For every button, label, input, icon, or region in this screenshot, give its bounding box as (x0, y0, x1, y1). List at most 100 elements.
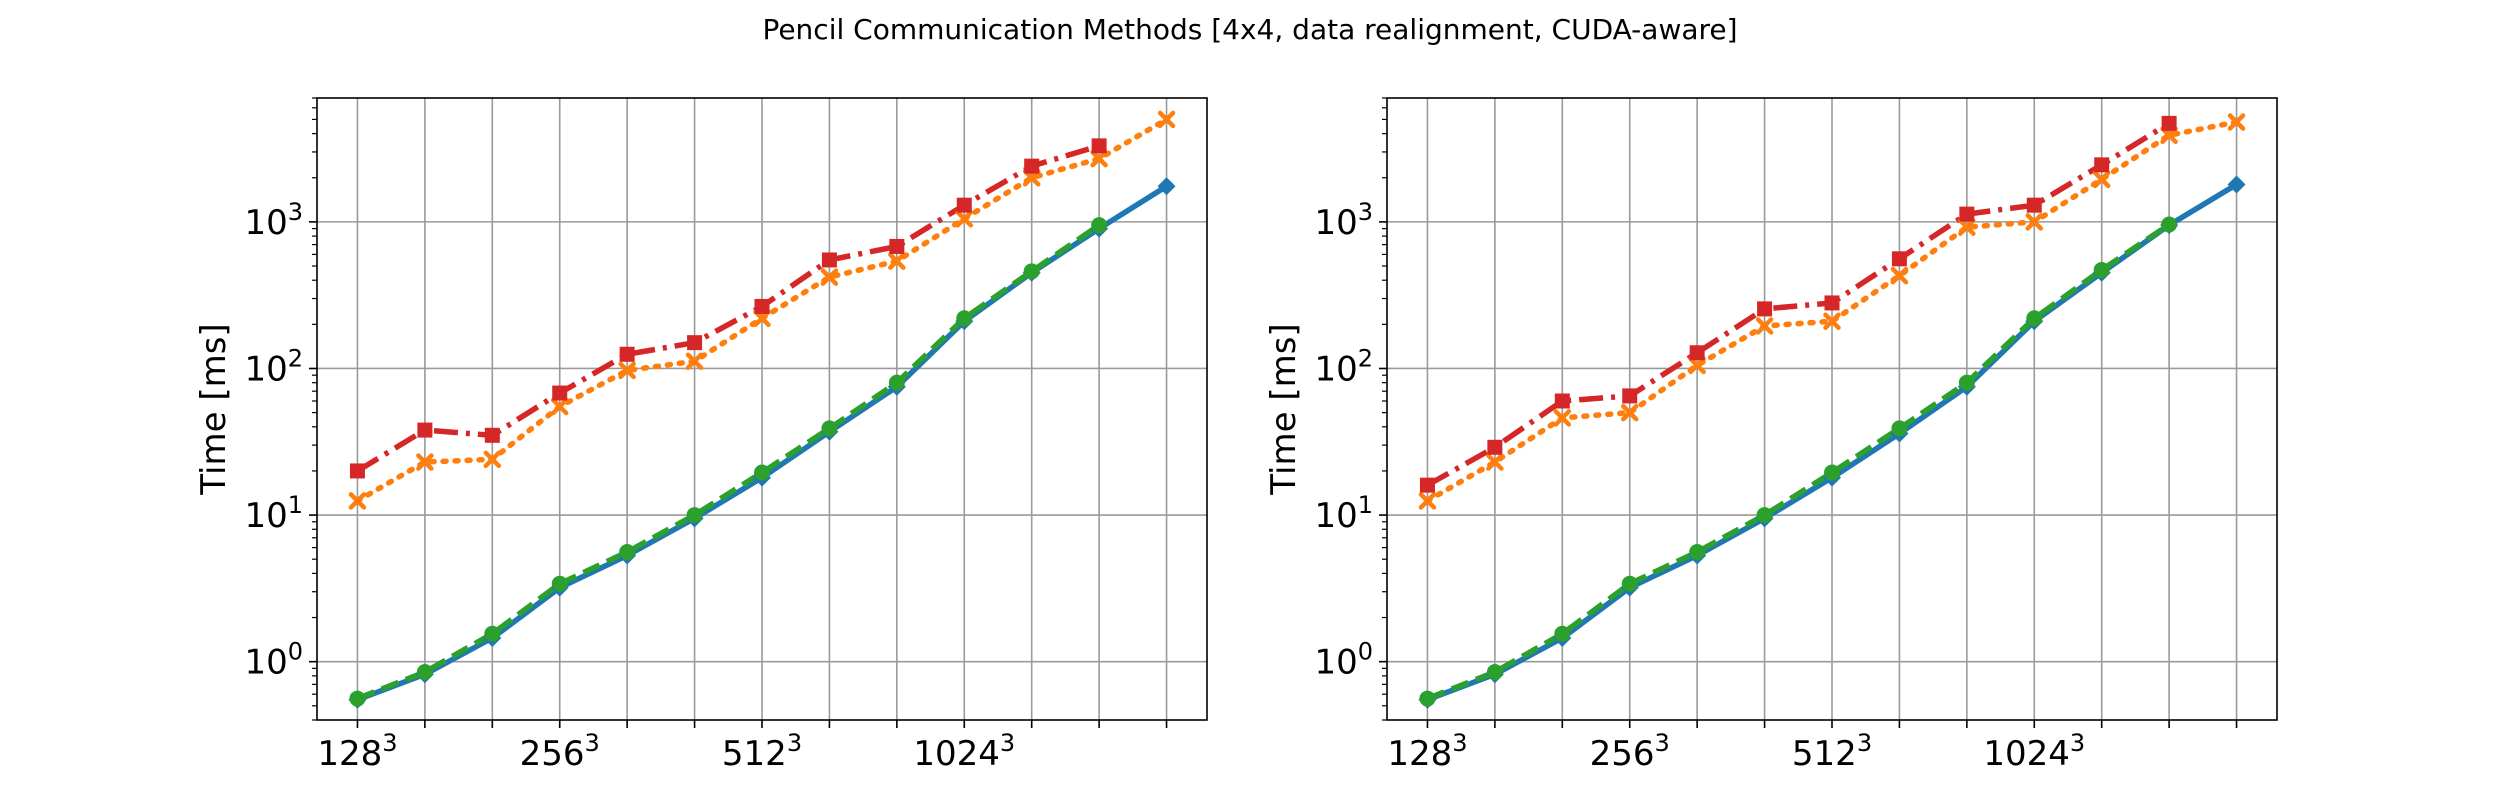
series-3-marker (1824, 295, 1840, 311)
x-tick-label: 2563 (1590, 729, 1670, 774)
series-1-marker (1486, 453, 1504, 471)
series-line-2 (1426, 222, 2171, 702)
series-2-marker (1091, 217, 1108, 234)
series-2-marker (686, 507, 703, 524)
x-tick-label: 1283 (1387, 729, 1467, 774)
series-1-marker (1418, 492, 1437, 510)
series-2-marker (1621, 575, 1638, 592)
series-2-marker (1891, 420, 1908, 437)
series-2-marker (1958, 374, 1975, 391)
series-2-marker (754, 464, 770, 481)
series-2-marker (2026, 310, 2043, 327)
series-2-marker (956, 310, 973, 327)
series-2-marker (821, 420, 838, 437)
series-3-marker (1091, 138, 1107, 154)
series-1-marker (2025, 213, 2044, 231)
x-tick-label: 10243 (1983, 729, 2085, 774)
series-line-3 (356, 143, 1100, 474)
series-3-marker (956, 197, 972, 213)
series-0-marker (2227, 175, 2246, 194)
series-3-marker (1024, 158, 1040, 174)
y-tick-label: 103 (1314, 198, 1373, 243)
series-1-marker (2092, 170, 2111, 189)
y-tick-label: 100 (244, 638, 303, 683)
series-1-marker (1157, 110, 1176, 129)
series-2-marker (888, 374, 905, 391)
series-1-marker (1755, 317, 1774, 335)
series-2-marker (349, 690, 366, 707)
series-3-marker (484, 427, 500, 443)
series-1-marker (1553, 409, 1572, 427)
series-3-marker (754, 298, 770, 314)
series-1-marker (1620, 403, 1639, 422)
series-1-marker (1823, 312, 1841, 330)
series-3-marker (1689, 345, 1705, 361)
series-2-marker (619, 543, 636, 560)
series-3-marker (2026, 197, 2042, 213)
series-1-marker (2227, 113, 2246, 131)
series-3-marker (1622, 388, 1638, 404)
series-3-marker (349, 463, 365, 479)
series-1-marker (550, 397, 569, 416)
series-2-marker (1554, 625, 1571, 642)
x-tick-label: 2563 (520, 729, 600, 774)
series-2-marker (1419, 690, 1436, 707)
series-line-2 (356, 222, 1101, 702)
series-3-marker (1554, 393, 1570, 409)
series-3-marker (2094, 157, 2110, 173)
series-3-marker (889, 238, 905, 254)
series-line-3 (1426, 121, 2171, 488)
series-0-marker (1157, 177, 1176, 196)
series-3-marker (619, 346, 635, 362)
series-1-marker (1958, 218, 1976, 236)
series-1-marker (2160, 126, 2178, 144)
series-3-marker (552, 385, 568, 401)
series-2-marker (1486, 664, 1503, 681)
series-1-marker (348, 492, 367, 510)
series-2-marker (484, 625, 501, 642)
series-1-marker (888, 252, 906, 270)
series-1-marker (753, 309, 771, 328)
chart-panel-left: 100 101 102 103 1283 2563 5123 10243 Time [ms] (194, 97, 1208, 774)
y-axis-label: Time [ms] (1264, 323, 1304, 495)
series-3-marker (2161, 115, 2177, 131)
series-1-marker (416, 453, 434, 471)
series-2-marker (2161, 216, 2178, 233)
figure-title: Pencil Communication Methods [4x4, data … (762, 13, 1737, 46)
series-1-marker (483, 450, 502, 469)
series-3-marker (687, 335, 703, 351)
series-2-marker (416, 664, 433, 681)
series-2-marker (1023, 263, 1040, 280)
x-tick-label: 5123 (1792, 729, 1872, 774)
series-1-marker (955, 210, 974, 228)
y-tick-label: 101 (1314, 491, 1373, 536)
y-tick-label: 100 (1314, 638, 1373, 683)
series-3-marker (1959, 206, 1975, 222)
series-2-marker (1689, 543, 1706, 560)
series-1-marker (820, 268, 839, 286)
series-3-marker (1419, 477, 1435, 493)
series-1-marker (1090, 149, 1108, 168)
y-tick-label: 103 (244, 198, 303, 243)
x-tick-label: 1283 (317, 729, 397, 774)
chart-panel-right: 100 101 102 103 1283 2563 5123 10243 Time [ms] (1264, 97, 2278, 774)
series-1-marker (618, 361, 636, 380)
series-3-marker (821, 252, 837, 268)
series-1-marker (1688, 356, 1706, 375)
series-2-marker (1756, 507, 1773, 524)
y-tick-label: 102 (1314, 344, 1373, 389)
x-tick-label: 10243 (913, 729, 1015, 774)
series-2-marker (2093, 261, 2110, 278)
series-3-marker (1891, 251, 1907, 267)
x-tick-label: 5123 (722, 729, 802, 774)
series-1-marker (685, 352, 704, 371)
y-axis-label: Time [ms] (194, 323, 234, 495)
series-1-marker (1890, 266, 1909, 285)
series-2-marker (1824, 464, 1840, 481)
series-3-marker (1487, 439, 1503, 455)
series-2-marker (551, 575, 568, 592)
y-tick-label: 101 (244, 491, 303, 536)
series-3-marker (417, 422, 433, 438)
y-tick-label: 102 (244, 344, 303, 389)
